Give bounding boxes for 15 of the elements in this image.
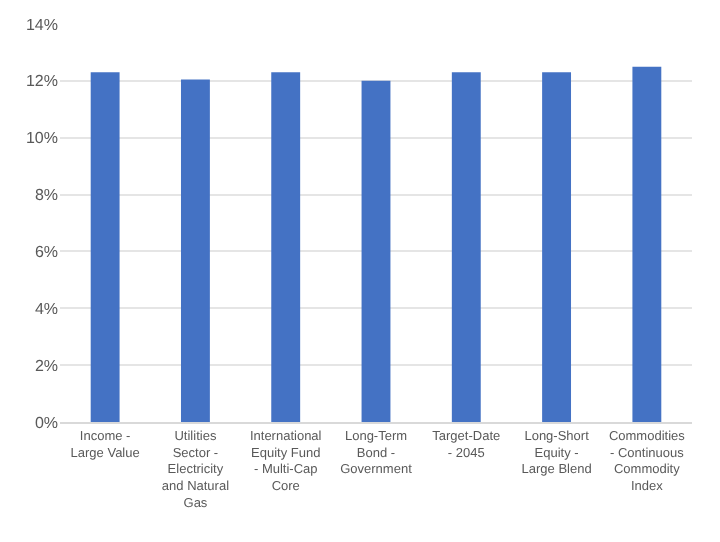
bar xyxy=(180,79,210,422)
bar xyxy=(632,66,662,422)
y-tick-label: 2% xyxy=(34,356,58,375)
y-tick-label: 14% xyxy=(25,15,58,34)
y-tick-label: 8% xyxy=(34,186,58,205)
bar xyxy=(90,72,120,422)
y-tick-label: 10% xyxy=(25,129,58,148)
y-tick-label: 0% xyxy=(34,413,58,432)
bar xyxy=(361,80,391,422)
bar xyxy=(451,72,481,422)
bar xyxy=(542,72,572,422)
y-tick-label: 6% xyxy=(34,243,58,262)
bar xyxy=(271,72,301,422)
y-tick-label: 4% xyxy=(34,299,58,318)
y-tick-label: 12% xyxy=(25,72,58,91)
